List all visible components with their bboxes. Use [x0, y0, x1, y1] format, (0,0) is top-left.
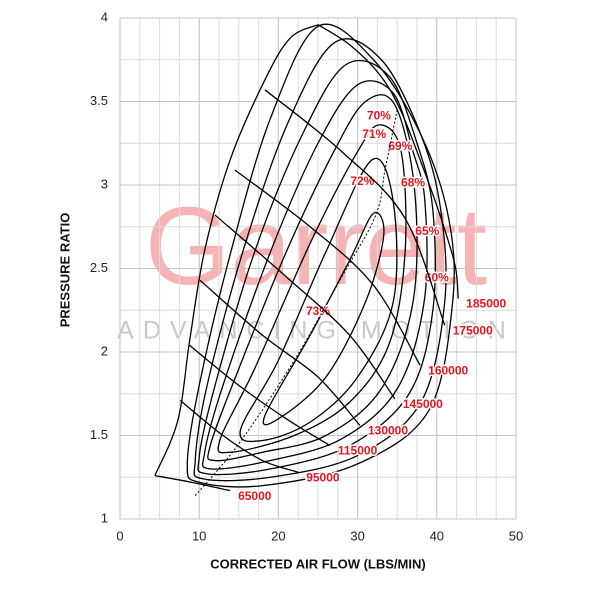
- efficiency-label: 65%: [415, 224, 439, 238]
- x-tick-label: 40: [430, 528, 444, 543]
- efficiency-island: [239, 157, 398, 443]
- efficiency-label: 68%: [401, 176, 425, 190]
- peak-efficiency-line: [194, 109, 398, 496]
- efficiency-island: [193, 38, 447, 482]
- efficiency-island: [186, 23, 455, 488]
- x-tick-label: 50: [509, 528, 523, 543]
- x-tick-label: 30: [350, 528, 364, 543]
- speed-label: 115000: [338, 444, 378, 458]
- speed-label: 130000: [368, 424, 408, 438]
- speed-label: 185000: [466, 297, 506, 311]
- watermark: Garrett: [145, 185, 487, 308]
- speed-line: [264, 89, 446, 326]
- efficiency-island: [217, 124, 407, 454]
- y-tick-label: 3: [101, 176, 108, 191]
- speed-line: [179, 399, 299, 473]
- y-tick-label: 2.5: [90, 260, 108, 275]
- efficiency-island: [262, 211, 385, 426]
- speed-line: [154, 474, 231, 492]
- efficiency-island: [207, 94, 418, 462]
- y-axis-label: PRESSURE RATIO: [57, 213, 72, 328]
- efficiency-label: 72%: [350, 174, 374, 188]
- efficiency-label: 69%: [388, 139, 412, 153]
- surge-line: [154, 24, 319, 476]
- x-tick-label: 20: [271, 528, 285, 543]
- efficiency-island: [197, 59, 436, 476]
- y-tick-label: 1: [101, 510, 108, 525]
- efficiency-label: 60%: [425, 271, 449, 285]
- speed-line: [214, 214, 396, 400]
- speed-label: 175000: [453, 323, 493, 337]
- efficiency-label: 71%: [362, 127, 386, 141]
- x-axis-label: CORRECTED AIR FLOW (LBS/MIN): [210, 556, 425, 571]
- speed-label: 145000: [403, 397, 443, 411]
- efficiency-island: [201, 80, 428, 470]
- speed-line: [189, 344, 331, 447]
- speed-label: 65000: [238, 489, 272, 503]
- y-tick-label: 1.5: [90, 427, 108, 442]
- speed-label: 160000: [428, 364, 468, 378]
- efficiency-label: 73%: [306, 304, 330, 318]
- speed-line: [199, 279, 361, 426]
- speed-line: [234, 169, 421, 366]
- x-tick-label: 0: [116, 528, 123, 543]
- efficiency-label: 70%: [367, 109, 391, 123]
- speed-label: 95000: [306, 470, 340, 484]
- y-tick-label: 4: [101, 9, 108, 24]
- y-tick-label: 3.5: [90, 93, 108, 108]
- speed-line: [317, 24, 459, 299]
- y-tick-label: 2: [101, 343, 108, 358]
- x-tick-label: 10: [192, 528, 206, 543]
